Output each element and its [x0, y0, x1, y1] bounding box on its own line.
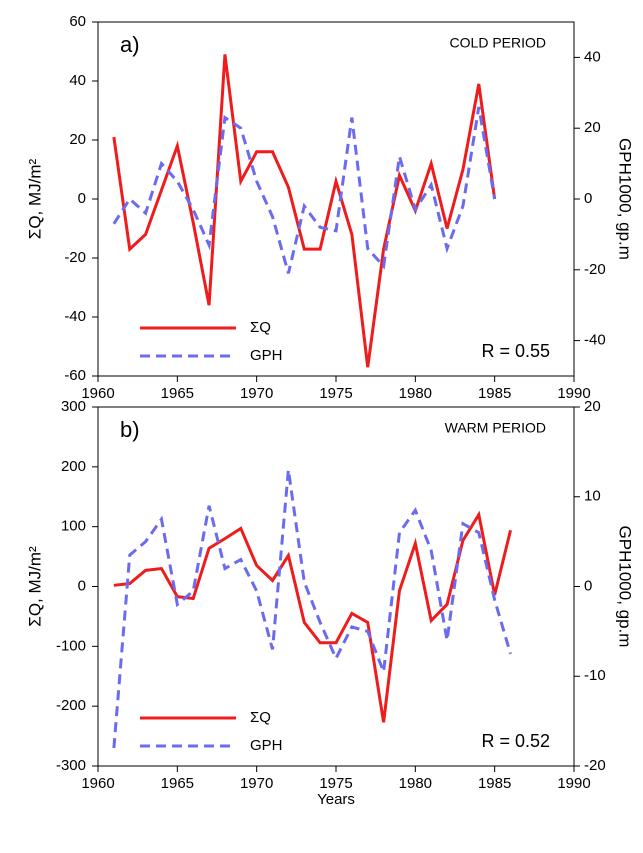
- panel-label: a): [120, 32, 140, 57]
- y2-tick-label: -10: [584, 667, 606, 684]
- y-tick-label: -100: [56, 637, 86, 654]
- y2-tick-label: 20: [584, 119, 601, 136]
- y2-axis-label: GPH1000, gp.m: [616, 138, 635, 260]
- y-tick-label: 200: [61, 458, 86, 475]
- y-tick-label: 300: [61, 398, 86, 415]
- y2-tick-label: -20: [584, 757, 606, 774]
- y-tick-label: -40: [64, 308, 86, 325]
- legend-label: ΣQ: [250, 709, 271, 726]
- y2-axis-label: GPH1000, gp.m: [616, 526, 635, 648]
- x-tick-label: 1990: [557, 775, 590, 792]
- y-tick-label: 40: [69, 72, 86, 89]
- x-tick-label: 1985: [478, 385, 511, 402]
- y-tick-label: -20: [64, 249, 86, 266]
- y2-tick-label: -40: [584, 332, 606, 349]
- plot-frame: [97, 21, 575, 377]
- period-label: WARM PERIOD: [445, 420, 546, 436]
- y-axis-label: ΣQ, MJ/m²: [25, 158, 44, 239]
- x-tick-label: 1980: [399, 385, 432, 402]
- y-tick-label: -200: [56, 697, 86, 714]
- y-tick-label: 60: [69, 13, 86, 30]
- y2-tick-label: 0: [584, 577, 592, 594]
- y2-tick-label: 10: [584, 488, 601, 505]
- x-tick-label: 1965: [161, 775, 194, 792]
- x-tick-label: 1970: [240, 385, 273, 402]
- legend-label: GPH: [250, 737, 283, 754]
- y-tick-label: 100: [61, 518, 86, 535]
- y-tick-label: 0: [78, 577, 86, 594]
- y-axis-label: ΣQ, MJ/m²: [25, 546, 44, 627]
- x-tick-label: 1990: [557, 385, 590, 402]
- x-tick-label: 1985: [478, 775, 511, 792]
- x-tick-label: 1975: [319, 775, 352, 792]
- y2-tick-label: 0: [584, 190, 592, 207]
- data-line: [112, 469, 512, 749]
- y2-tick-label: -20: [584, 261, 606, 278]
- x-axis-label: Years: [317, 791, 355, 808]
- legend-label: GPH: [250, 347, 283, 364]
- data-line: [112, 106, 497, 274]
- period-label: COLD PERIOD: [450, 35, 546, 51]
- x-tick-label: 1975: [319, 385, 352, 402]
- plot-frame: [97, 406, 575, 767]
- x-tick-label: 1960: [81, 385, 114, 402]
- y-tick-label: 20: [69, 131, 86, 148]
- x-tick-label: 1965: [161, 385, 194, 402]
- y-tick-label: -60: [64, 367, 86, 384]
- r-label: R = 0.55: [481, 341, 550, 361]
- data-line: [112, 54, 497, 368]
- y-tick-label: -300: [56, 757, 86, 774]
- x-tick-label: 1960: [81, 775, 114, 792]
- r-label: R = 0.52: [481, 731, 550, 751]
- x-tick-label: 1980: [399, 775, 432, 792]
- legend-label: ΣQ: [250, 319, 271, 336]
- panel-label: b): [120, 417, 140, 442]
- y-tick-label: 0: [78, 190, 86, 207]
- y2-tick-label: 40: [584, 48, 601, 65]
- x-tick-label: 1970: [240, 775, 273, 792]
- y2-tick-label: 20: [584, 398, 601, 415]
- data-line: [113, 510, 512, 723]
